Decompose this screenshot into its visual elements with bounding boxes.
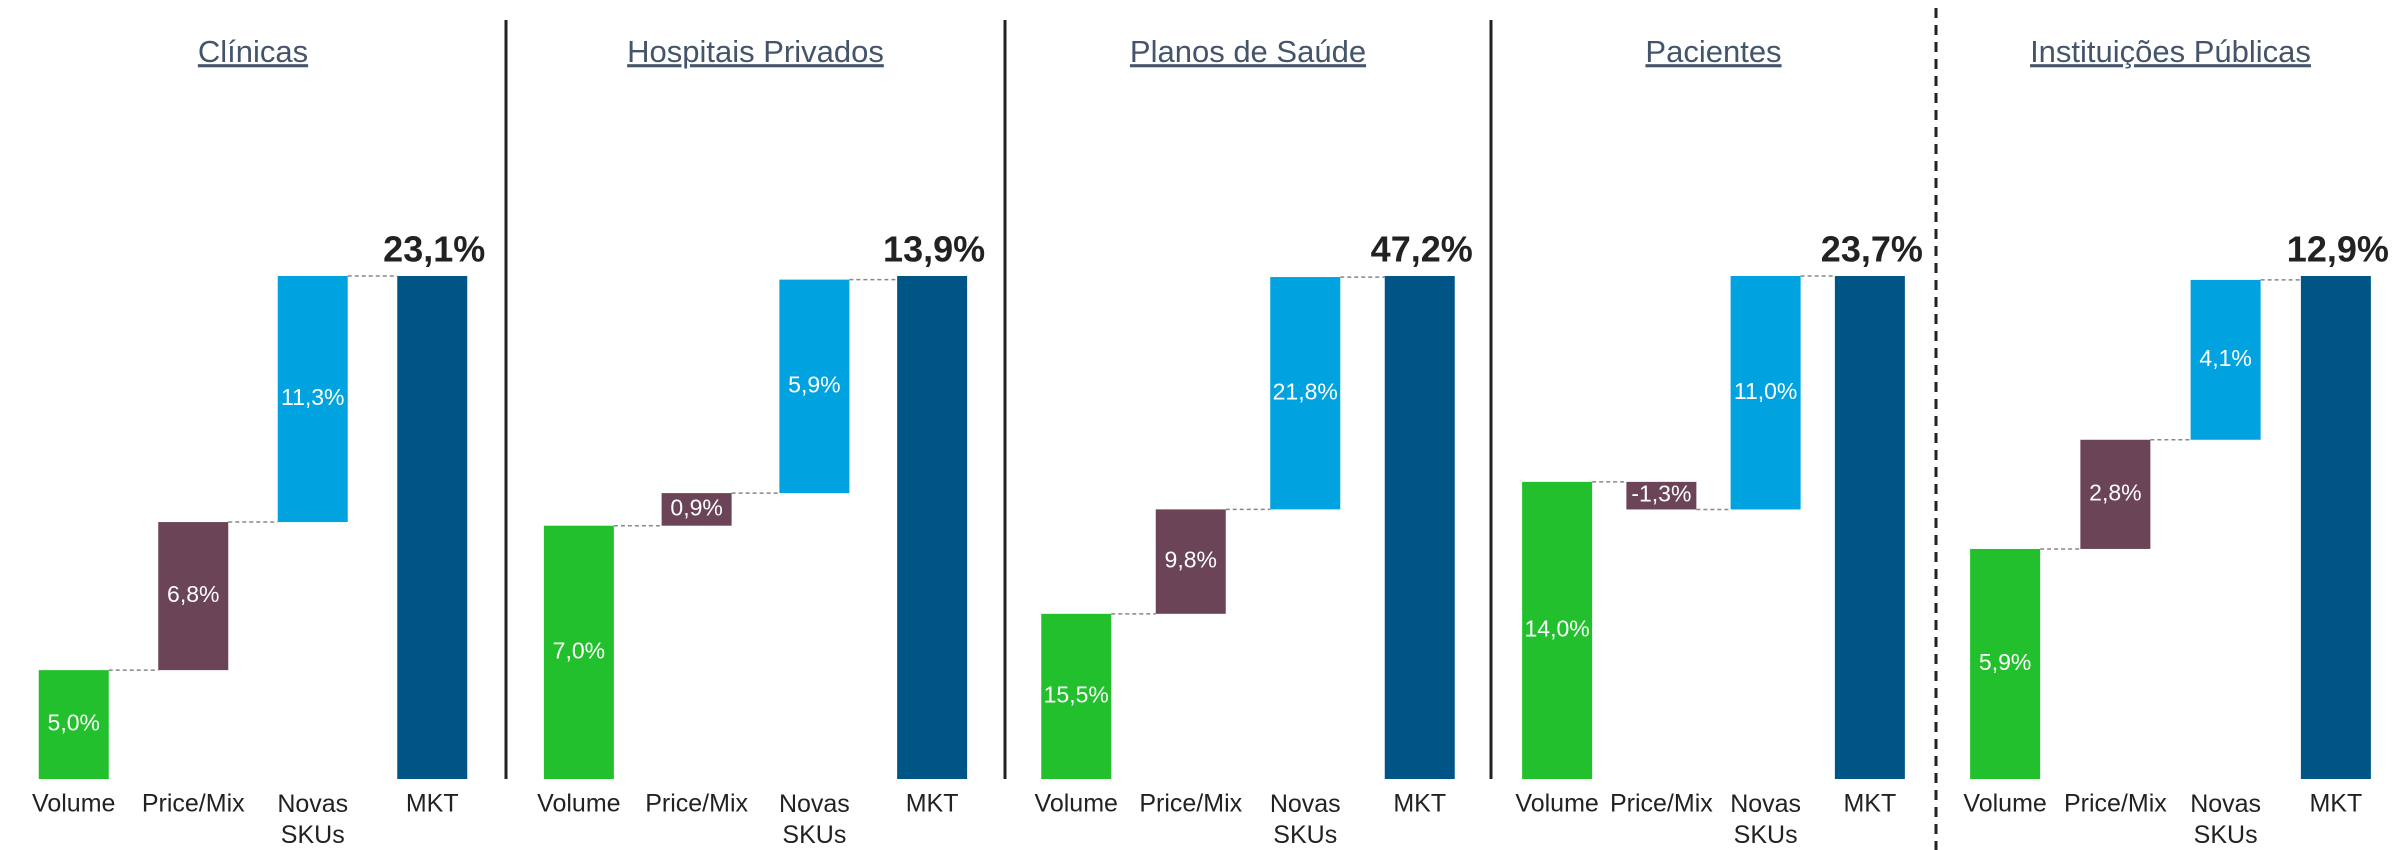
bar <box>1834 276 1905 779</box>
total-label: 47,2% <box>1371 229 1473 270</box>
bar <box>1522 481 1593 779</box>
total-label: 12,9% <box>2287 229 2389 270</box>
bar <box>1041 613 1112 779</box>
bar <box>2080 439 2151 549</box>
value-label: 7,0% <box>553 637 605 663</box>
category-label: Novas SKUs <box>1270 790 1341 849</box>
total-label: 13,9% <box>883 229 985 270</box>
category-label: Price/Mix <box>142 790 245 818</box>
bar <box>1270 277 1341 510</box>
bar <box>897 276 968 779</box>
value-label: 2,8% <box>2089 479 2141 505</box>
bar <box>277 276 348 523</box>
value-label: 0,9% <box>670 494 722 520</box>
category-label: Volume <box>1515 790 1598 818</box>
category-label: Volume <box>32 790 115 818</box>
value-label: 15,5% <box>1044 681 1109 707</box>
value-label: 14,0% <box>1525 616 1590 642</box>
bar <box>2190 279 2261 440</box>
bar <box>1384 276 1455 779</box>
total-label: 23,1% <box>383 229 485 270</box>
value-label: 5,0% <box>48 710 100 736</box>
category-label: MKT <box>2309 790 2362 818</box>
bar <box>543 525 614 779</box>
category-label: MKT <box>1843 790 1896 818</box>
bar <box>661 493 732 526</box>
category-label: Volume <box>1963 790 2046 818</box>
value-label: 11,3% <box>281 384 345 410</box>
bar <box>38 670 109 779</box>
category-label: Price/Mix <box>1610 790 1713 818</box>
value-label: 9,8% <box>1165 547 1217 573</box>
category-label: Novas SKUs <box>277 790 348 849</box>
category-label: Price/Mix <box>1139 790 1242 818</box>
bar <box>2300 276 2371 779</box>
value-label: 5,9% <box>1979 649 2031 675</box>
panel-title: Planos de Saúde <box>1130 34 1366 69</box>
panel-title: Pacientes <box>1645 34 1781 69</box>
panel-title: Instituições Públicas <box>2030 34 2311 69</box>
value-label: 5,9% <box>788 371 840 397</box>
category-label: Price/Mix <box>645 790 748 818</box>
value-label: 6,8% <box>167 581 219 607</box>
category-label: Novas SKUs <box>2190 790 2261 849</box>
category-label: MKT <box>1393 790 1446 818</box>
category-label: Volume <box>1035 790 1118 818</box>
category-label: MKT <box>906 790 959 818</box>
value-label: 11,0% <box>1734 378 1798 404</box>
category-label: MKT <box>406 790 459 818</box>
bar <box>158 522 229 671</box>
bar <box>1155 509 1226 614</box>
value-label: 4,1% <box>2199 345 2251 371</box>
bar <box>779 279 850 494</box>
panel-title: Hospitais Privados <box>627 34 884 69</box>
bar <box>1626 481 1697 510</box>
panel-title: Clínicas <box>198 34 308 69</box>
total-label: 23,7% <box>1821 229 1923 270</box>
category-label: Novas SKUs <box>779 790 850 849</box>
category-label: Volume <box>537 790 620 818</box>
category-label: Novas SKUs <box>1730 790 1801 849</box>
value-label: 21,8% <box>1273 378 1338 404</box>
bar <box>1730 276 1801 510</box>
bar <box>1970 548 2041 779</box>
category-label: Price/Mix <box>2064 790 2167 818</box>
bar <box>397 276 468 779</box>
value-label: -1,3% <box>1631 481 1691 507</box>
